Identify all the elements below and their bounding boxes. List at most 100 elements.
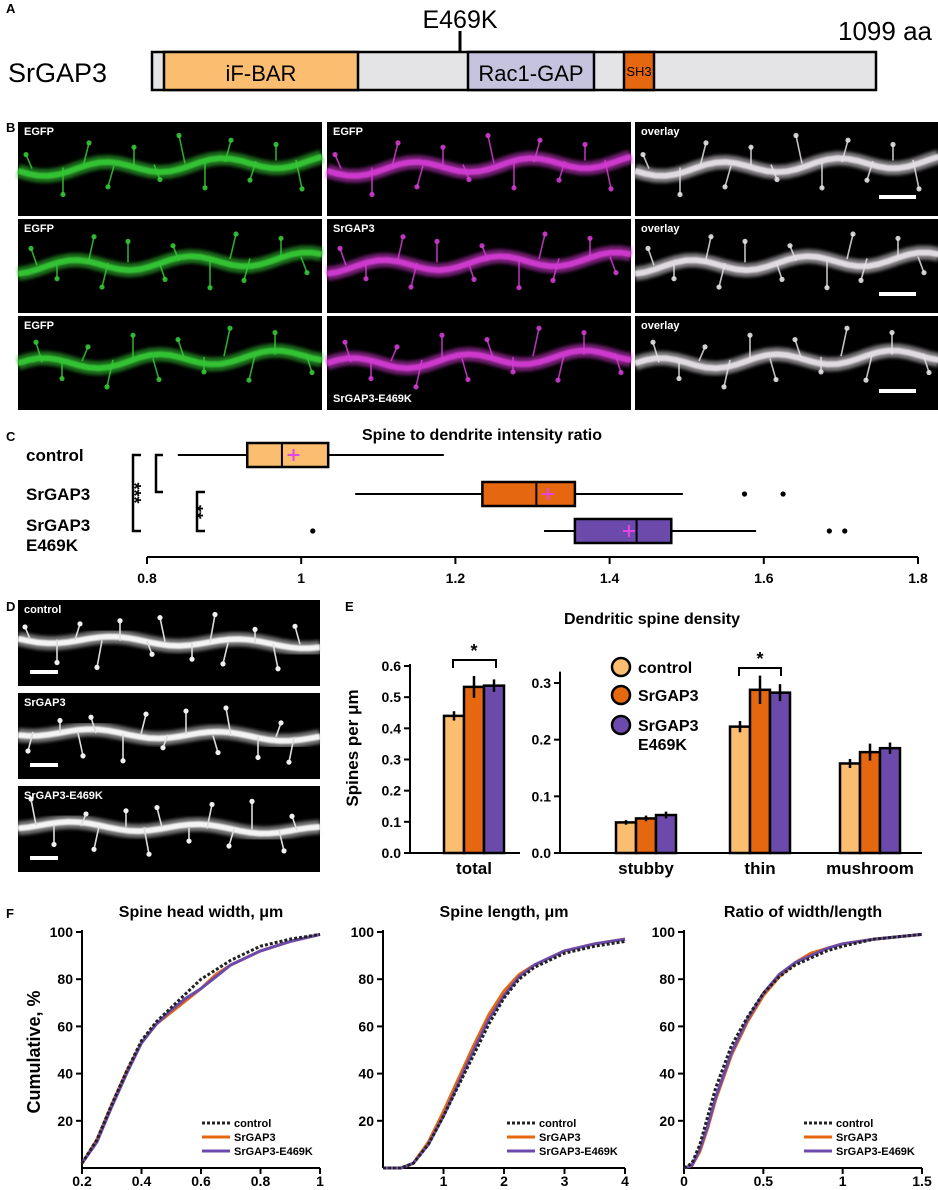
spine-head — [117, 618, 123, 624]
spine-head — [162, 276, 168, 282]
dendrite-shaft — [634, 347, 938, 372]
spine-head — [88, 714, 94, 720]
y-tick-label: 0.6 — [382, 658, 402, 674]
spine-head — [890, 141, 896, 148]
y-tick-label: 80 — [358, 971, 374, 987]
micrograph-label: EGFP — [24, 320, 54, 332]
spine-head — [91, 846, 97, 852]
dendrite-shaft — [326, 347, 632, 372]
y-tick-label: 0.5 — [382, 689, 402, 705]
chart-c-title: Spine to dendrite intensity ratio — [362, 427, 602, 444]
spine-head — [209, 801, 215, 808]
spine-neck — [212, 735, 219, 753]
spine-head — [156, 376, 162, 383]
spine-head — [160, 745, 166, 751]
cdf-line-srgap3 — [383, 937, 626, 1170]
spine-head — [703, 140, 709, 146]
spine-head — [227, 325, 233, 331]
spine-head — [650, 339, 656, 345]
spine-head — [824, 285, 830, 291]
outlier-point — [310, 528, 316, 534]
spine-head — [581, 329, 587, 336]
x-tick-label: 0.5 — [754, 1173, 774, 1189]
spine-head — [542, 231, 548, 237]
chart-f-ylabel: Cumulative, % — [24, 990, 44, 1113]
scale-bar — [30, 763, 58, 767]
chart-f1-title: Spine head width, μm — [119, 904, 283, 921]
spine-head — [273, 141, 279, 148]
spine-head — [516, 285, 522, 291]
spine-head — [252, 626, 258, 633]
spine-neck — [305, 353, 313, 373]
spine-head — [708, 234, 714, 240]
spine-head — [86, 140, 92, 146]
scale-bar — [879, 389, 916, 393]
spine-neck — [143, 827, 150, 855]
spine-neck — [107, 165, 115, 188]
spine-head — [511, 185, 517, 191]
micrograph-b-r2-c3: overlay — [633, 219, 938, 313]
box — [481, 480, 577, 508]
spine-neck — [416, 165, 424, 188]
x-tick-label: 1 — [297, 570, 305, 586]
micrograph-label: overlay — [641, 223, 680, 235]
legend-label: control — [234, 1118, 271, 1130]
bar-stubby — [614, 821, 638, 855]
spine-neck — [140, 713, 147, 735]
legend-label: SrGAP3 — [539, 1132, 581, 1144]
spine-head — [131, 144, 137, 150]
legend-marker — [610, 714, 632, 736]
x-tick-label: 2 — [500, 1173, 508, 1189]
micrograph-d-2: SrGAP3 — [17, 693, 322, 779]
spine-head — [863, 377, 869, 383]
category-label: SrGAP3 — [26, 516, 90, 535]
spine-head — [23, 151, 29, 158]
spine-neck — [461, 358, 469, 380]
panel-label-b: B — [6, 120, 15, 135]
significance-bracket — [452, 659, 497, 668]
spine-head — [819, 185, 825, 191]
chart-f3-title: Ratio of width/length — [724, 904, 882, 921]
spine-head — [556, 177, 562, 183]
ifbar-domain — [162, 50, 360, 92]
spine-head — [186, 838, 192, 844]
panel-d: D control SrGAP3 SrGAP3-E469K — [6, 599, 322, 872]
panel-label-f: F — [6, 906, 14, 921]
outlier-point — [741, 491, 748, 497]
bar-mushroom — [858, 750, 882, 855]
spine-head — [105, 184, 111, 190]
protein-name: SrGAP3 — [8, 58, 107, 88]
spine-head — [748, 144, 754, 150]
spine-head — [793, 132, 799, 139]
spine-neck — [718, 262, 726, 288]
bar-thin — [748, 688, 772, 855]
spine-neck — [532, 328, 540, 357]
dendrite-shaft — [17, 249, 323, 277]
spine-neck — [487, 135, 495, 164]
spine-neck — [415, 359, 423, 388]
outlier-point — [826, 528, 832, 534]
legend-label: control — [638, 660, 692, 677]
x-tick-label: 0.2 — [72, 1173, 92, 1189]
spine-head — [618, 369, 624, 376]
spine-neck — [229, 233, 237, 260]
spine-head — [275, 666, 281, 672]
x-category-label: thin — [744, 859, 775, 878]
spine-neck — [206, 804, 213, 829]
spine-head — [281, 848, 287, 854]
spine-neck — [647, 248, 655, 266]
y-tick-label: 0.2 — [532, 732, 552, 748]
spine-neck — [775, 261, 783, 280]
outlier-point — [780, 491, 786, 497]
x-tick-label: 1.5 — [912, 1173, 932, 1189]
spine-neck — [223, 328, 231, 357]
x-tick-label: 0.8 — [137, 570, 157, 586]
micrograph-b-r3-c3: overlay — [632, 316, 938, 410]
spine-head — [207, 285, 213, 291]
significance-label: * — [756, 649, 763, 669]
spine-neck — [30, 248, 38, 266]
bar-total — [462, 685, 486, 855]
spine-head — [608, 186, 614, 192]
spine-neck — [35, 341, 43, 363]
spine-head — [125, 238, 131, 244]
